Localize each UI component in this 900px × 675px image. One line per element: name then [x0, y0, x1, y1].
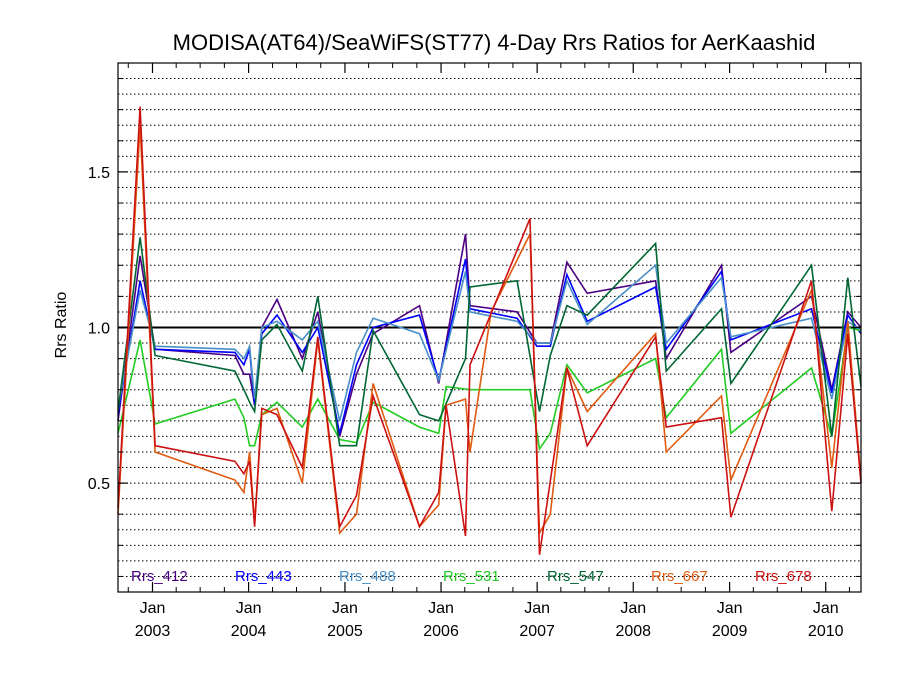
chart-title: MODISA(AT64)/SeaWiFS(ST77) 4-Day Rrs Rat…: [173, 30, 816, 55]
series-line-rrs-412: [117, 233, 862, 437]
plot-frame: [117, 62, 862, 593]
y-tick-label: 1.5: [88, 165, 110, 182]
axes: 0.5 1.0 1.5 Jan 2003 Jan 2004 Jan 2005 Jan 2006 Jan…: [88, 63, 861, 640]
series-line-rrs-667: [117, 125, 862, 536]
y-tick-label: 1.0: [88, 321, 110, 338]
x-tick-label-year: 2006: [423, 623, 459, 640]
series-line-rrs-678: [117, 106, 862, 555]
series-line-rrs-488: [117, 263, 862, 422]
x-tick-label-month: Jan: [620, 600, 646, 617]
x-tick-label-year: 2009: [712, 623, 748, 640]
legend-label-rrs-412: Rrs_412: [131, 568, 188, 585]
legend-label-rrs-443: Rrs_443: [235, 568, 292, 585]
x-tick-label-month: Jan: [717, 600, 743, 617]
series-line-rrs-547: [117, 237, 862, 447]
x-tick-label-month: Jan: [813, 600, 839, 617]
x-tick-label-month: Jan: [140, 600, 166, 617]
legend-label-rrs-667: Rrs_667: [651, 568, 708, 585]
legend-label-rrs-531: Rrs_531: [443, 568, 500, 585]
y-axis-label: Rrs Ratio: [53, 292, 70, 359]
x-tick-label-month: Jan: [524, 600, 550, 617]
x-tick-label-year: 2008: [615, 623, 651, 640]
legend-label-rrs-488: Rrs_488: [339, 568, 396, 585]
x-tick-label-month: Jan: [236, 600, 262, 617]
series-lines: [117, 106, 862, 555]
x-tick-label-year: 2007: [519, 623, 555, 640]
series-line-rrs-531: [117, 326, 862, 451]
legend-label-rrs-547: Rrs_547: [547, 568, 604, 585]
legend-label-rrs-678: Rrs_678: [755, 568, 812, 585]
x-tick-label-year: 2005: [327, 623, 363, 640]
x-tick-label-month: Jan: [332, 600, 358, 617]
x-tick-label-year: 2004: [231, 623, 267, 640]
x-tick-label-month: Jan: [428, 600, 454, 617]
y-tick-label: 0.5: [88, 476, 110, 493]
x-tick-label-year: 2010: [808, 623, 844, 640]
legend: Rrs_412 Rrs_443 Rrs_488 Rrs_531 Rrs_547 Rrs_6…: [131, 568, 812, 585]
x-tick-label-year: 2003: [135, 623, 171, 640]
